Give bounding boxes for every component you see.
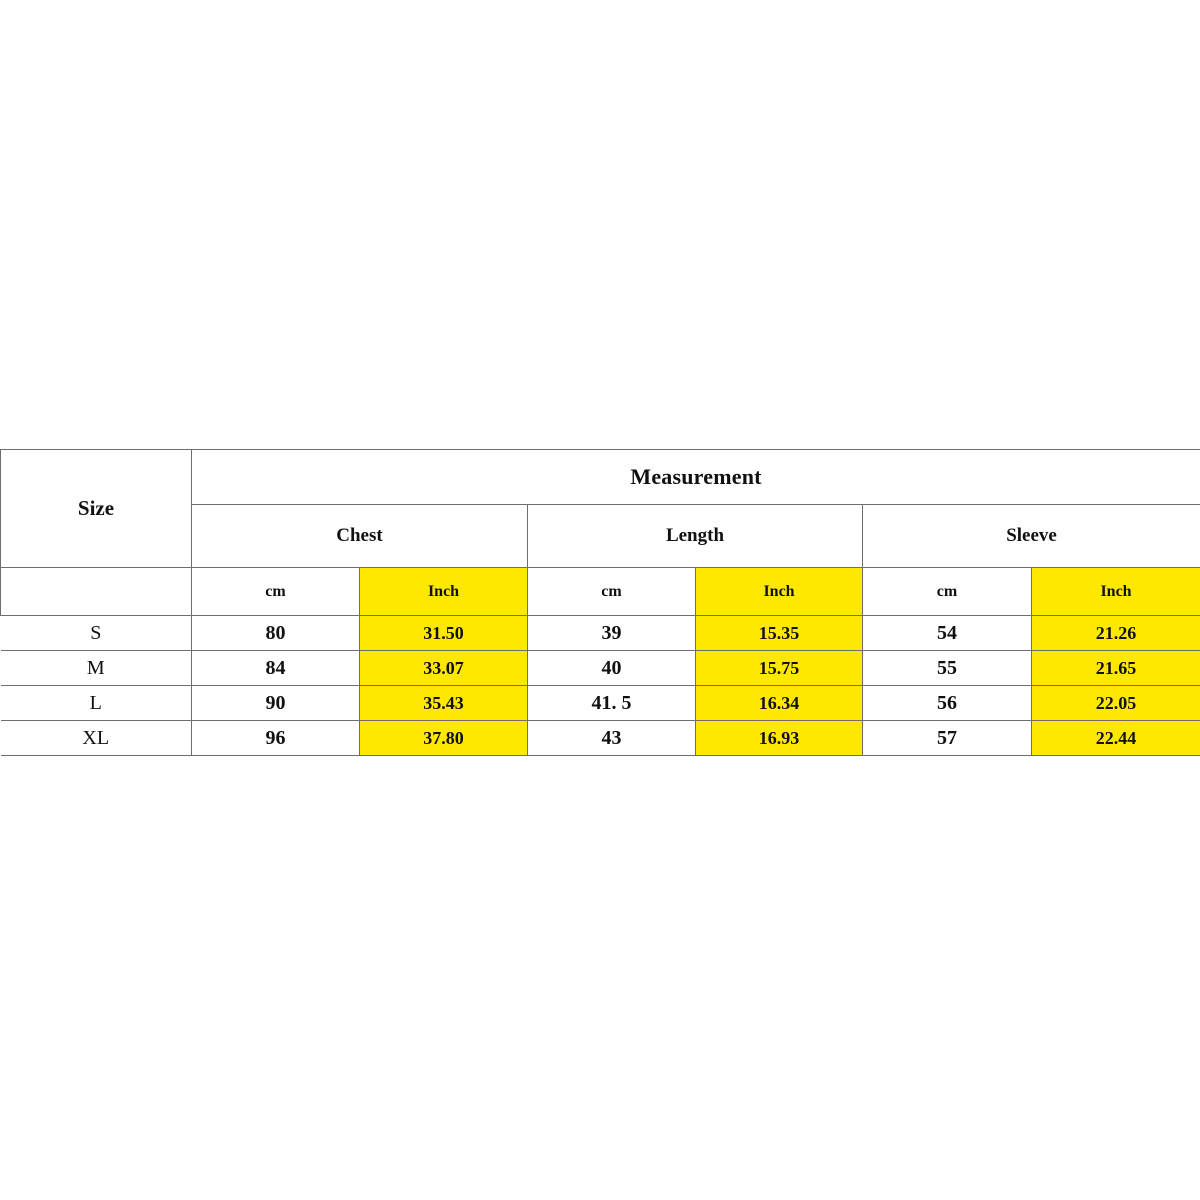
- unit-header-chest-cm: cm: [191, 567, 360, 616]
- cell-length-inch: 16.34: [695, 685, 863, 721]
- size-chart-container: Size Measurement Chest Length Sleeve cm …: [0, 449, 1200, 756]
- table-row-group-header: Chest Length Sleeve: [1, 504, 1200, 568]
- cell-length-inch: 15.35: [695, 615, 863, 651]
- size-chart-table: Size Measurement Chest Length Sleeve cm …: [0, 449, 1200, 756]
- unit-header-size-blank: [0, 567, 192, 616]
- cell-sleeve-cm: 56: [862, 685, 1032, 721]
- cell-length-cm: 39: [527, 615, 696, 651]
- table-row: XL 96 37.80 43 16.93 57 22.44: [0, 720, 1200, 756]
- cell-chest-cm: 80: [191, 615, 360, 651]
- unit-header-sleeve-inch: Inch: [1030, 567, 1200, 616]
- cell-size: M: [0, 650, 192, 686]
- unit-header-sleeve-cm: cm: [862, 567, 1032, 616]
- cell-chest-inch: 31.50: [359, 615, 528, 651]
- cell-sleeve-cm: 57: [862, 720, 1032, 756]
- cell-size: XL: [0, 720, 192, 756]
- cell-chest-cm: 90: [191, 685, 360, 721]
- cell-sleeve-inch: 21.65: [1030, 650, 1200, 686]
- cell-chest-inch: 37.80: [359, 720, 528, 756]
- size-column-header: Size: [0, 449, 192, 568]
- cell-length-cm: 41. 5: [527, 685, 696, 721]
- cell-sleeve-cm: 55: [862, 650, 1032, 686]
- cell-chest-cm: 84: [191, 650, 360, 686]
- unit-header-chest-inch: Inch: [359, 567, 528, 616]
- group-header-chest: Chest: [191, 504, 528, 568]
- cell-chest-cm: 96: [191, 720, 360, 756]
- cell-sleeve-inch: 22.05: [1030, 685, 1200, 721]
- table-row: S 80 31.50 39 15.35 54 21.26: [0, 615, 1200, 651]
- cell-length-cm: 43: [527, 720, 696, 756]
- cell-chest-inch: 35.43: [359, 685, 528, 721]
- cell-size: S: [0, 615, 192, 651]
- table-row: L 90 35.43 41. 5 16.34 56 22.05: [0, 685, 1200, 721]
- group-header-sleeve: Sleeve: [861, 504, 1200, 568]
- cell-length-cm: 40: [527, 650, 696, 686]
- cell-sleeve-inch: 21.26: [1030, 615, 1200, 651]
- cell-length-inch: 15.75: [695, 650, 863, 686]
- unit-header-length-inch: Inch: [695, 567, 863, 616]
- table-row: M 84 33.07 40 15.75 55 21.65: [0, 650, 1200, 686]
- unit-header-length-cm: cm: [527, 567, 696, 616]
- cell-sleeve-inch: 22.44: [1030, 720, 1200, 756]
- table-row-unit-header: cm Inch cm Inch cm Inch: [0, 567, 1200, 616]
- measurement-title: Measurement: [190, 449, 1200, 505]
- cell-length-inch: 16.93: [695, 720, 863, 756]
- cell-size: L: [0, 685, 192, 721]
- table-row-measurement-header: Size Measurement: [0, 449, 1200, 568]
- cell-chest-inch: 33.07: [359, 650, 528, 686]
- cell-sleeve-cm: 54: [862, 615, 1032, 651]
- group-header-length: Length: [527, 504, 863, 568]
